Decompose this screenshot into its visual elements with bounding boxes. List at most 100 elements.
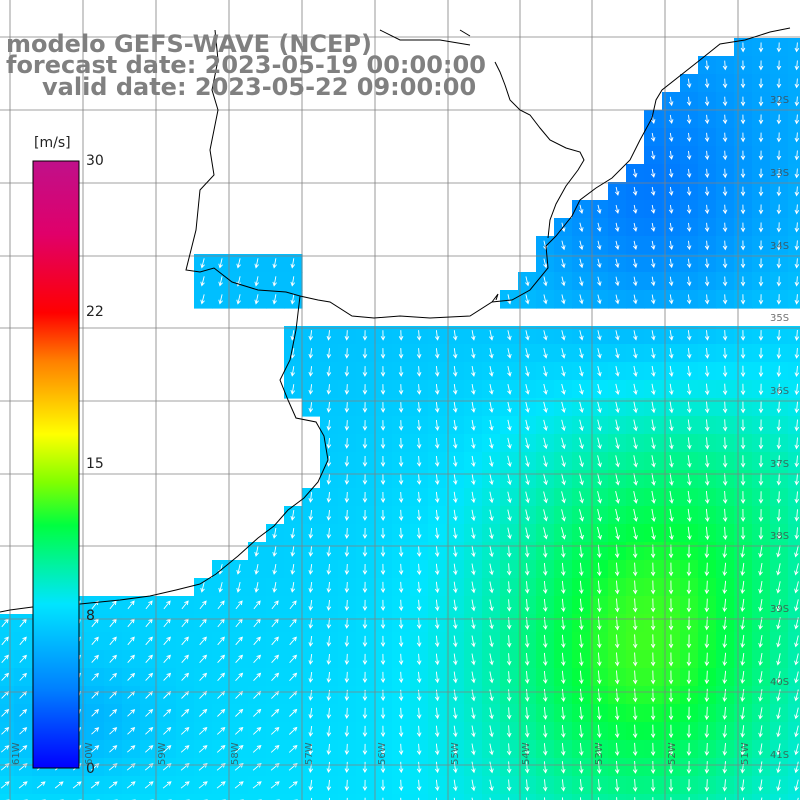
wind-arrow — [578, 204, 584, 215]
wind-cell — [788, 470, 800, 489]
wind-arrow — [453, 581, 458, 594]
wind-arrow — [579, 688, 584, 703]
wind-arrow — [471, 330, 476, 341]
wind-arrow — [416, 527, 422, 540]
wind-arrow — [453, 617, 458, 630]
wind-arrow — [704, 240, 710, 251]
wind-arrow — [668, 706, 674, 721]
wind-arrow — [416, 563, 422, 576]
wind-cell — [788, 740, 800, 759]
wind-arrow — [596, 688, 602, 703]
wind-arrow — [199, 600, 207, 610]
wind-arrow — [434, 527, 440, 540]
wind-arrow — [668, 132, 674, 143]
wind-arrow — [344, 456, 350, 467]
wind-arrow — [542, 545, 548, 558]
wind-arrow — [380, 671, 386, 684]
wind-arrow — [722, 743, 728, 756]
wind-arrow — [668, 544, 674, 559]
wind-arrow — [650, 150, 656, 160]
wind-arrow — [794, 60, 800, 71]
wind-arrow — [90, 781, 100, 789]
wind-arrow — [668, 580, 674, 595]
wind-arrow — [561, 688, 566, 703]
wind-arrow — [543, 401, 548, 414]
wind-arrow — [434, 581, 440, 594]
wind-arrow — [597, 365, 602, 377]
wind-arrow — [650, 276, 656, 287]
wind-arrow — [471, 797, 473, 800]
wind-arrow — [453, 743, 458, 756]
wind-arrow — [181, 708, 190, 717]
wind-arrow — [722, 652, 728, 667]
lat-label: 38S — [770, 531, 790, 542]
wind-arrow — [471, 419, 476, 431]
wind-arrow — [704, 132, 710, 143]
wind-arrow — [634, 797, 636, 800]
wind-arrow — [452, 330, 458, 341]
wind-arrow — [507, 509, 512, 522]
wind-arrow — [326, 402, 332, 413]
wind-arrow — [615, 526, 620, 541]
wind-arrow — [471, 725, 476, 738]
wind-arrow — [398, 437, 404, 449]
wind-arrow — [235, 600, 243, 610]
wind-arrow — [758, 330, 764, 341]
wind-arrow — [362, 599, 368, 612]
wind-arrow — [127, 745, 136, 753]
wind-arrow — [776, 96, 782, 107]
wind-arrow — [288, 781, 298, 789]
wind-arrow — [651, 526, 656, 541]
wind-arrow — [758, 491, 764, 504]
wind-arrow — [597, 526, 602, 540]
wind-arrow — [398, 509, 404, 522]
wind-cell — [536, 794, 555, 800]
wind-cell — [788, 56, 800, 75]
wind-arrow — [489, 653, 494, 666]
wind-arrow — [543, 258, 548, 269]
wind-arrow — [632, 276, 638, 287]
wind-arrow — [344, 366, 350, 377]
wind-arrow — [19, 654, 27, 663]
wind-arrow — [740, 562, 745, 577]
wind-arrow — [344, 743, 350, 756]
wind-arrow — [326, 581, 332, 593]
wind-arrow — [544, 797, 546, 800]
wind-arrow — [380, 384, 386, 395]
wind-arrow — [758, 707, 763, 720]
wind-arrow — [686, 186, 692, 197]
wind-arrow — [326, 761, 332, 774]
wind-arrow — [758, 671, 763, 684]
wind-arrow — [632, 724, 638, 739]
wind-arrow — [794, 258, 800, 269]
wind-arrow — [740, 168, 746, 179]
wind-arrow — [632, 760, 638, 774]
wind-arrow — [506, 743, 512, 756]
wind-arrow — [199, 672, 208, 681]
wind-arrow — [380, 420, 386, 431]
wind-arrow — [776, 60, 782, 71]
wind-arrow — [758, 545, 763, 558]
wind-arrow — [326, 599, 332, 611]
wind-arrow — [163, 708, 172, 717]
wind-arrow — [776, 365, 782, 378]
wind-arrow — [91, 672, 99, 681]
wind-arrow — [344, 348, 350, 359]
wind-arrow — [704, 670, 710, 685]
wind-arrow — [615, 366, 620, 377]
wind-arrow — [704, 490, 710, 504]
wind-arrow — [776, 204, 782, 215]
wind-arrow — [525, 491, 530, 504]
wind-arrow — [650, 634, 656, 649]
wind-arrow — [398, 563, 404, 576]
lat-label: 36S — [770, 386, 790, 397]
wind-arrow — [597, 401, 602, 414]
wind-arrow — [704, 580, 710, 595]
wind-arrow — [272, 564, 277, 575]
wind-arrow — [561, 401, 566, 414]
wind-arrow — [218, 258, 223, 269]
wind-arrow — [597, 455, 602, 468]
colorbar-tick-22: 22 — [86, 304, 104, 320]
wind-arrow — [668, 222, 674, 233]
wind-arrow — [794, 635, 799, 648]
